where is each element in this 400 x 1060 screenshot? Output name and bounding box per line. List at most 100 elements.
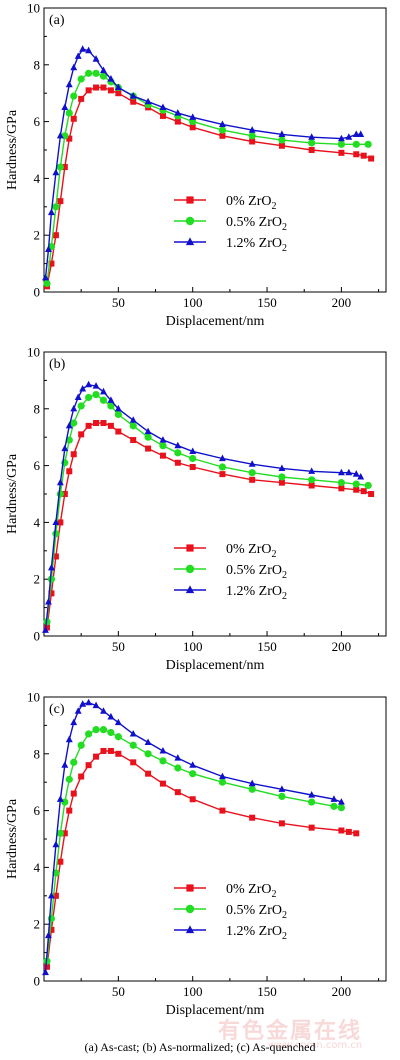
data-point bbox=[159, 452, 166, 459]
panel-b: 50 100 150 200 0 2 4 6 8 10 Displacement/nm Hardnes… bbox=[5, 345, 387, 673]
data-point bbox=[368, 491, 375, 497]
data-point bbox=[70, 718, 78, 726]
data-point bbox=[218, 778, 227, 786]
series-line bbox=[46, 393, 369, 622]
series-line bbox=[44, 48, 361, 278]
data-point bbox=[345, 468, 353, 476]
x-axis-label: Displacement/nm bbox=[166, 314, 265, 329]
data-point bbox=[107, 747, 114, 754]
data-point bbox=[159, 747, 167, 754]
data-point bbox=[114, 83, 122, 91]
y-tick-label: 10 bbox=[27, 690, 40, 705]
x-tick-label: 100 bbox=[183, 639, 203, 654]
data-point bbox=[70, 404, 78, 412]
data-point bbox=[85, 730, 93, 738]
data-point bbox=[357, 130, 365, 137]
series-0 bbox=[43, 420, 375, 631]
y-tick-label: 4 bbox=[34, 860, 41, 875]
data-point bbox=[92, 726, 100, 734]
data-point bbox=[52, 553, 59, 560]
data-point bbox=[338, 149, 345, 156]
legend: 0% ZrO2 0.5% ZrO2 1.2% ZrO2 bbox=[174, 882, 287, 942]
data-point bbox=[115, 750, 122, 757]
data-point bbox=[57, 519, 64, 526]
y-tick-label: 6 bbox=[34, 803, 41, 818]
data-point bbox=[99, 396, 108, 404]
data-point bbox=[61, 830, 68, 837]
data-point bbox=[43, 624, 50, 631]
data-point bbox=[219, 471, 226, 478]
panel-label: (a) bbox=[49, 13, 65, 28]
legend-label: 0.5% ZrO2 bbox=[226, 215, 287, 233]
data-point bbox=[56, 478, 64, 486]
series-1 bbox=[43, 391, 372, 626]
data-point bbox=[100, 420, 107, 426]
data-point bbox=[345, 133, 353, 140]
data-point bbox=[337, 140, 345, 148]
data-point bbox=[364, 140, 372, 148]
x-tick-label: 150 bbox=[257, 295, 277, 310]
data-point bbox=[107, 712, 115, 720]
data-point bbox=[85, 698, 93, 706]
data-point bbox=[93, 420, 100, 426]
data-point bbox=[78, 773, 85, 780]
data-point bbox=[47, 891, 55, 899]
y-tick-label: 4 bbox=[34, 515, 41, 530]
data-point bbox=[107, 422, 114, 429]
data-point bbox=[107, 396, 115, 403]
data-point bbox=[100, 84, 107, 91]
data-point bbox=[129, 422, 137, 430]
watermark: 有色金属在线 bbox=[218, 1019, 363, 1044]
data-point bbox=[278, 479, 285, 486]
data-point bbox=[218, 126, 227, 134]
data-point bbox=[308, 467, 316, 474]
data-point bbox=[48, 590, 55, 597]
legend-marker bbox=[185, 904, 195, 914]
y-tick-label: 8 bbox=[34, 746, 41, 761]
data-point bbox=[308, 798, 316, 806]
data-point bbox=[65, 735, 73, 743]
data-point bbox=[70, 451, 77, 458]
data-point bbox=[249, 138, 256, 145]
y-tick-label: 2 bbox=[34, 572, 41, 587]
data-point bbox=[61, 761, 69, 768]
data-point bbox=[278, 820, 285, 827]
data-point bbox=[278, 473, 286, 481]
data-point bbox=[278, 130, 286, 137]
x-tick-label: 100 bbox=[183, 984, 203, 999]
data-point bbox=[278, 136, 286, 144]
data-point bbox=[66, 135, 73, 142]
data-point bbox=[130, 437, 137, 444]
data-point bbox=[144, 750, 152, 758]
data-point bbox=[218, 772, 226, 780]
data-point bbox=[85, 393, 93, 402]
data-point bbox=[77, 402, 85, 410]
data-point bbox=[330, 802, 338, 810]
data-point bbox=[66, 807, 73, 814]
data-point bbox=[85, 422, 92, 429]
data-point bbox=[249, 814, 256, 821]
y-tick-label: 10 bbox=[27, 345, 40, 360]
y-tick-label: 8 bbox=[34, 401, 41, 416]
data-point bbox=[92, 69, 100, 77]
data-point bbox=[56, 829, 64, 837]
y-tick-label: 10 bbox=[27, 1, 40, 16]
data-point bbox=[308, 147, 315, 153]
legend-label: 1.2% ZrO2 bbox=[226, 236, 287, 254]
data-point bbox=[352, 480, 360, 488]
data-point bbox=[159, 103, 167, 110]
data-point bbox=[338, 485, 345, 492]
y-tick-label: 8 bbox=[34, 57, 41, 72]
series-line bbox=[44, 701, 342, 973]
data-point bbox=[278, 785, 286, 792]
data-point bbox=[93, 753, 100, 760]
data-point bbox=[114, 733, 122, 741]
data-point bbox=[352, 470, 360, 477]
data-point bbox=[70, 790, 77, 797]
data-point bbox=[144, 738, 152, 746]
data-point bbox=[368, 155, 375, 162]
legend-marker bbox=[185, 925, 195, 934]
legend-marker bbox=[186, 196, 194, 204]
data-point bbox=[107, 402, 115, 410]
data-point bbox=[85, 380, 93, 388]
